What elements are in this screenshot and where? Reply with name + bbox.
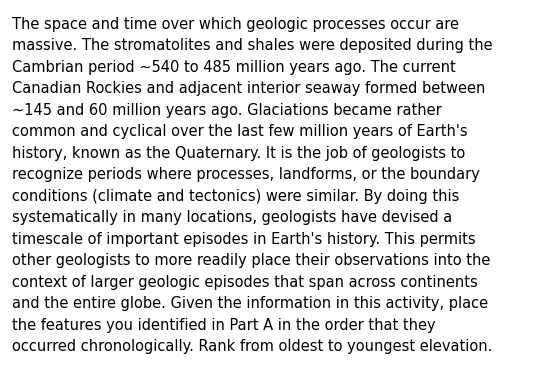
Text: The space and time over which geologic processes occur are: The space and time over which geologic p… bbox=[12, 17, 459, 32]
Text: and the entire globe. Given the information in this activity, place: and the entire globe. Given the informat… bbox=[12, 296, 488, 311]
Text: Canadian Rockies and adjacent interior seaway formed between: Canadian Rockies and adjacent interior s… bbox=[12, 81, 485, 97]
Text: history, known as the Quaternary. It is the job of geologists to: history, known as the Quaternary. It is … bbox=[12, 146, 465, 161]
Text: other geologists to more readily place their observations into the: other geologists to more readily place t… bbox=[12, 253, 490, 268]
Text: systematically in many locations, geologists have devised a: systematically in many locations, geolog… bbox=[12, 210, 453, 225]
Text: conditions (climate and tectonics) were similar. By doing this: conditions (climate and tectonics) were … bbox=[12, 189, 460, 204]
Text: timescale of important episodes in Earth's history. This permits: timescale of important episodes in Earth… bbox=[12, 232, 476, 247]
Text: recognize periods where processes, landforms, or the boundary: recognize periods where processes, landf… bbox=[12, 167, 480, 182]
Text: common and cyclical over the last few million years of Earth's: common and cyclical over the last few mi… bbox=[12, 124, 468, 139]
Text: context of larger geologic episodes that span across continents: context of larger geologic episodes that… bbox=[12, 275, 478, 290]
Text: occurred chronologically. Rank from oldest to youngest elevation.: occurred chronologically. Rank from olde… bbox=[12, 339, 493, 354]
Text: Cambrian period ~540 to 485 million years ago. The current: Cambrian period ~540 to 485 million year… bbox=[12, 60, 456, 75]
Text: the features you identified in Part A in the order that they: the features you identified in Part A in… bbox=[12, 318, 436, 333]
Text: massive. The stromatolites and shales were deposited during the: massive. The stromatolites and shales we… bbox=[12, 38, 493, 54]
Text: ~145 and 60 million years ago. Glaciations became rather: ~145 and 60 million years ago. Glaciatio… bbox=[12, 103, 442, 118]
